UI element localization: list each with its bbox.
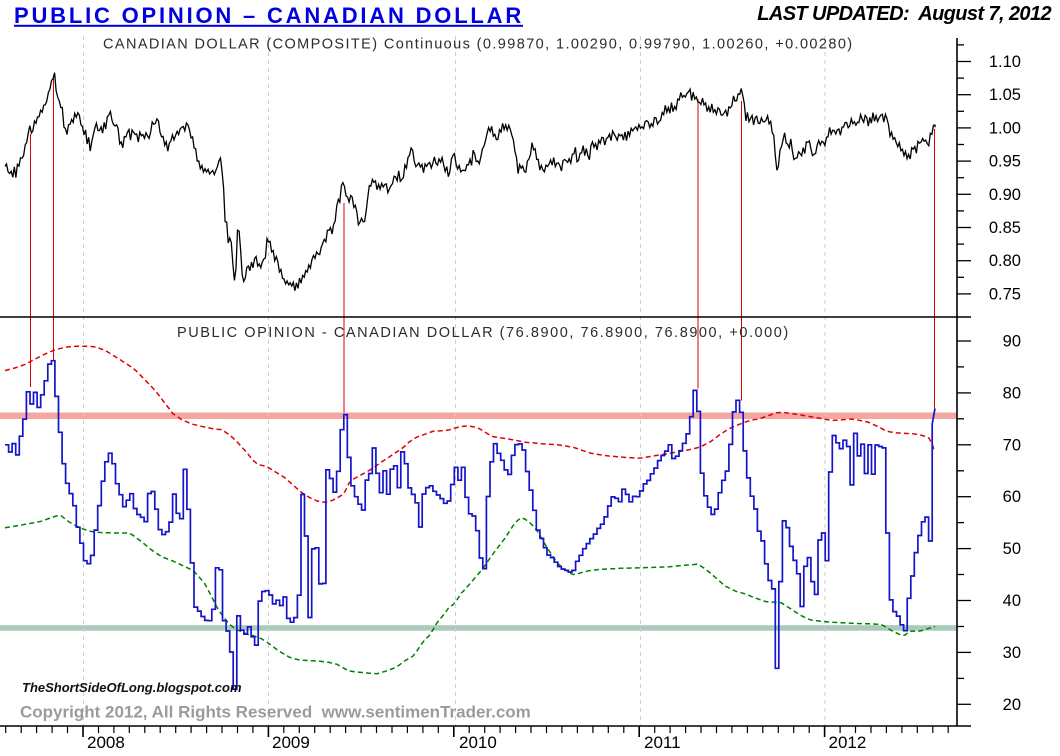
- svg-text:20: 20: [1003, 696, 1021, 714]
- svg-text:30: 30: [1003, 644, 1021, 662]
- svg-text:0.85: 0.85: [989, 219, 1021, 237]
- svg-text:2008: 2008: [87, 733, 125, 752]
- svg-text:0.75: 0.75: [989, 285, 1021, 303]
- svg-text:40: 40: [1003, 592, 1021, 610]
- svg-text:TheShortSideOfLong.blogspot.co: TheShortSideOfLong.blogspot.com: [22, 680, 242, 695]
- svg-text:0.95: 0.95: [989, 153, 1021, 171]
- svg-text:LAST UPDATED: August 7, 2012: LAST UPDATED: August 7, 2012: [757, 3, 1051, 25]
- svg-text:80: 80: [1003, 384, 1021, 402]
- svg-text:2009: 2009: [272, 733, 310, 752]
- svg-text:1.05: 1.05: [989, 86, 1021, 104]
- svg-text:50: 50: [1003, 540, 1021, 558]
- svg-text:2011: 2011: [644, 733, 681, 752]
- svg-text:60: 60: [1003, 488, 1021, 506]
- svg-text:1.00: 1.00: [989, 119, 1021, 137]
- svg-text:PUBLIC OPINION – CANADIAN DOLL: PUBLIC OPINION – CANADIAN DOLLAR: [14, 3, 524, 28]
- svg-text:90: 90: [1003, 333, 1021, 351]
- svg-text:2012: 2012: [829, 733, 867, 752]
- svg-text:1.10: 1.10: [989, 53, 1021, 71]
- svg-text:Copyright 2012, All Rights Res: Copyright 2012, All Rights Reserved www.…: [20, 703, 531, 722]
- svg-text:70: 70: [1003, 436, 1021, 454]
- svg-text:2010: 2010: [459, 733, 497, 752]
- svg-text:0.90: 0.90: [989, 186, 1021, 204]
- svg-text:PUBLIC OPINION - CANADIAN DOLL: PUBLIC OPINION - CANADIAN DOLLAR (76.890…: [177, 325, 790, 341]
- svg-text:0.80: 0.80: [989, 252, 1021, 270]
- svg-text:CANADIAN DOLLAR (COMPOSITE) Co: CANADIAN DOLLAR (COMPOSITE) Continuous (…: [103, 37, 854, 53]
